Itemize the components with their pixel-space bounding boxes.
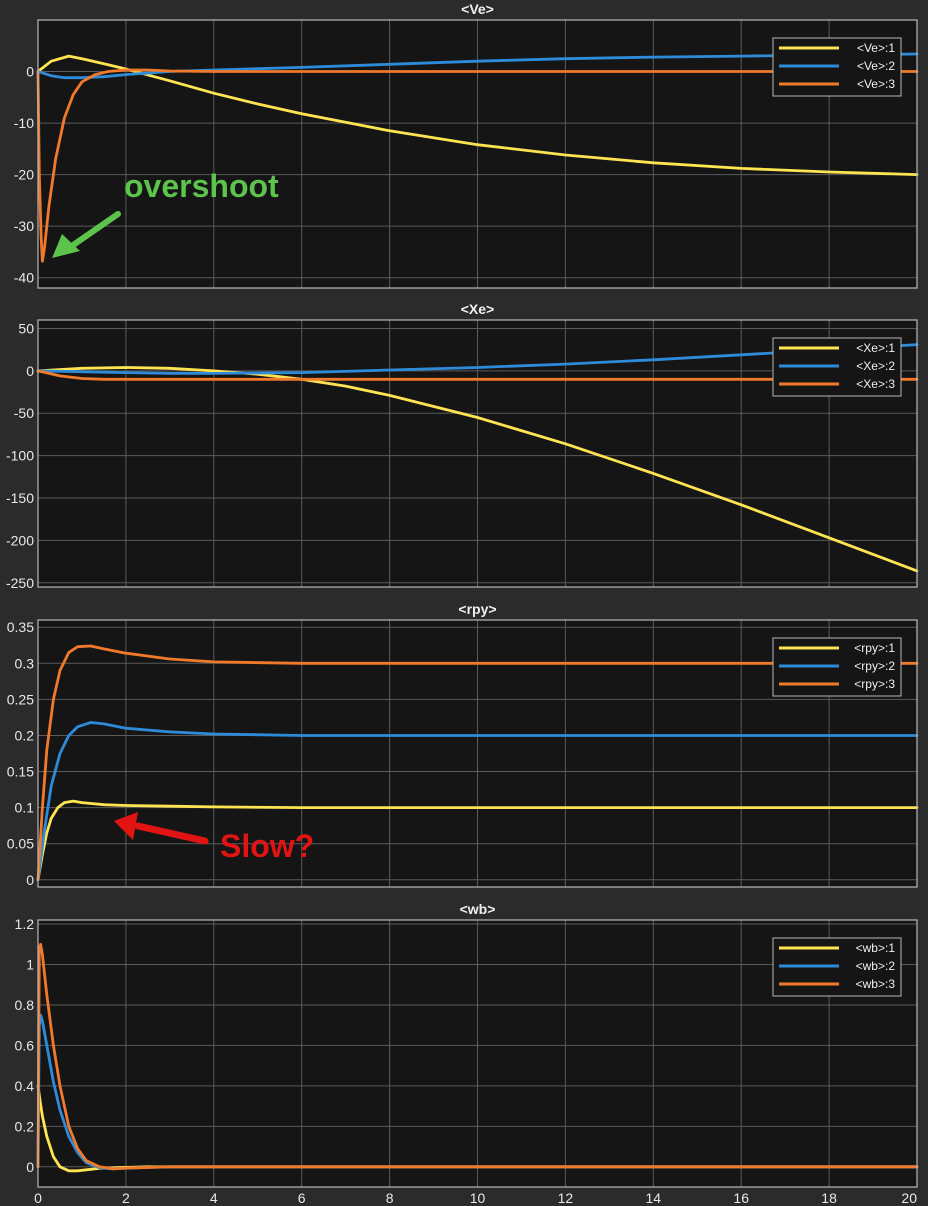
y-tick-label: -100 — [6, 448, 34, 464]
series-line-3 — [36, 369, 919, 381]
y-tick-label: -250 — [6, 575, 34, 591]
series-line-1 — [36, 799, 919, 882]
legend-label-1: <Ve>:1 — [857, 41, 895, 55]
overshoot-label: overshoot — [124, 168, 279, 204]
series-line-1 — [36, 54, 919, 177]
y-tick-label: 0 — [26, 363, 34, 379]
plot-title: <wb> — [460, 901, 496, 917]
overshoot-arrow-head — [52, 234, 80, 258]
y-tick-label: 0.1 — [15, 800, 35, 816]
legend-label-1: <wb>:1 — [856, 941, 896, 955]
x-tick-label: 0 — [34, 1190, 42, 1206]
overshoot-arrow-shaft — [63, 211, 121, 253]
legend-label-3: <Xe>:3 — [856, 377, 895, 391]
legend: <Xe>:1 <Xe>:2 <Xe>:3 — [772, 337, 902, 397]
legend-label-2: <wb>:2 — [856, 959, 896, 973]
y-tick-label: -200 — [6, 532, 34, 548]
series-line-3 — [36, 68, 919, 263]
legend-label-1: <rpy>:1 — [854, 641, 895, 655]
y-tick-label: 0.2 — [15, 727, 35, 743]
series-line-3 — [36, 644, 919, 882]
axes-frame — [37, 319, 918, 588]
slow-arrow-shaft — [134, 822, 209, 845]
y-tick-label: 0.15 — [7, 764, 34, 780]
y-tick-label: -20 — [14, 167, 34, 183]
y-tick-label: 50 — [18, 320, 34, 336]
plot-rpy: <rpy>0.350.30.250.20.150.10.050<rpy>:1<r… — [7, 601, 919, 888]
y-tick-label: -10 — [14, 115, 34, 131]
plot-title: <Xe> — [461, 301, 494, 317]
y-tick-label: -50 — [14, 405, 34, 421]
x-tick-label: 12 — [558, 1190, 574, 1206]
y-tick-label: 0.6 — [15, 1037, 35, 1053]
legend: <rpy>:1 <rpy>:2 <rpy>:3 — [772, 637, 902, 697]
axes-frame — [37, 919, 918, 1188]
y-tick-label: 1.2 — [15, 916, 35, 932]
y-tick-label: 0.3 — [15, 655, 35, 671]
plot-title: <Ve> — [461, 1, 494, 17]
series-line-2 — [36, 343, 919, 375]
legend: <Ve>:1 <Ve>:2 <Ve>:3 — [772, 37, 902, 97]
overshoot-annotation: overshoot — [52, 168, 279, 258]
legend-label-2: <rpy>:2 — [854, 659, 895, 673]
slow-annotation: Slow? — [114, 812, 314, 864]
legend-label-1: <Xe>:1 — [856, 341, 895, 355]
plot-xe: <Xe>500-50-100-150-200-250<Xe>:1<Xe>:2<X… — [6, 301, 919, 591]
y-tick-label: -150 — [6, 490, 34, 506]
series-line-2 — [36, 52, 919, 80]
plot-wb: <wb> 1.2 1 0.8 0.6 0.4 0.2 00 2 4 6 8 10 12 14 16 18 20 <w… — [15, 901, 919, 1206]
series-line-3 — [36, 942, 919, 1171]
legend: <wb>:1 <wb>:2 <wb>:3 — [772, 937, 902, 997]
legend-label-3: <rpy>:3 — [854, 677, 895, 691]
y-tick-label: 0.25 — [7, 691, 34, 707]
x-tick-label: 16 — [733, 1190, 749, 1206]
plot-ve: <Ve> 0 -10 -20 -30 -40 <Ve>:1 <Ve>:2 <Ve>:3 — [14, 1, 919, 289]
x-tick-label: 14 — [646, 1190, 662, 1206]
y-tick-label: 0.2 — [15, 1118, 35, 1134]
axes-frame — [37, 19, 918, 289]
x-tick-label: 6 — [298, 1190, 306, 1206]
slow-arrow-head — [114, 812, 138, 840]
y-tick-label: 1 — [26, 957, 34, 973]
plot-title: <rpy> — [458, 601, 496, 617]
x-tick-label: 20 — [901, 1190, 917, 1206]
y-tick-label: 0.8 — [15, 997, 35, 1013]
series-line-2 — [36, 721, 919, 882]
series-line-1 — [36, 366, 919, 573]
legend-label-2: <Xe>:2 — [856, 359, 895, 373]
y-tick-label: 0.4 — [15, 1078, 35, 1094]
y-tick-label: 0.35 — [7, 619, 34, 635]
y-tick-label: -40 — [14, 270, 34, 286]
y-tick-label: 0 — [26, 872, 34, 888]
legend-label-2: <Ve>:2 — [857, 59, 895, 73]
x-tick-label: 18 — [821, 1190, 837, 1206]
slow-label: Slow? — [220, 828, 314, 864]
y-tick-label: -30 — [14, 218, 34, 234]
x-tick-label: 8 — [386, 1190, 394, 1206]
y-tick-label: 0 — [26, 1159, 34, 1175]
axes-frame — [37, 619, 918, 888]
x-tick-label: 2 — [122, 1190, 130, 1206]
y-tick-label: 0 — [26, 64, 34, 80]
legend-label-3: <wb>:3 — [856, 977, 896, 991]
y-tick-label: 0.05 — [7, 836, 34, 852]
x-tick-label: 4 — [210, 1190, 218, 1206]
legend-label-3: <Ve>:3 — [857, 77, 895, 91]
x-tick-label: 10 — [470, 1190, 486, 1206]
